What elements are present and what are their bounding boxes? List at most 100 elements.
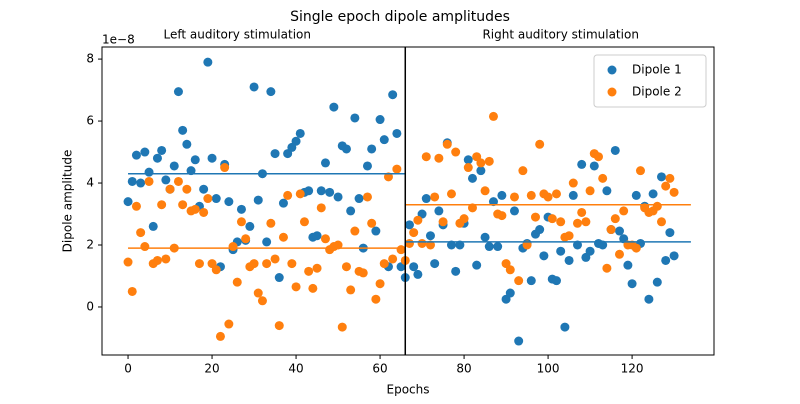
x-tick-label: 100 (537, 362, 560, 376)
point (564, 231, 574, 241)
point (551, 276, 561, 286)
point (480, 186, 490, 196)
point (430, 259, 440, 269)
point (316, 186, 326, 196)
y-tick-label: 8 (86, 52, 94, 66)
point (320, 234, 330, 244)
point (257, 296, 267, 306)
point (215, 331, 225, 341)
point (283, 190, 293, 200)
point (308, 283, 318, 293)
legend-label: Dipole 1 (632, 63, 682, 77)
point (585, 186, 595, 196)
y-tick-label: 6 (86, 114, 94, 128)
point (509, 206, 519, 216)
point (270, 254, 280, 264)
point (614, 249, 624, 259)
point (266, 218, 276, 228)
point (161, 254, 171, 264)
point (291, 136, 301, 146)
point (421, 194, 431, 204)
point (661, 255, 671, 265)
point (480, 232, 490, 242)
point (249, 259, 259, 269)
point (186, 166, 196, 176)
point (425, 240, 435, 250)
point (350, 226, 360, 236)
point (581, 217, 591, 227)
point (266, 87, 276, 97)
point (404, 220, 414, 230)
point (472, 260, 482, 270)
point (274, 321, 284, 331)
point (509, 192, 519, 202)
point (614, 226, 624, 236)
point (375, 115, 385, 125)
point (182, 139, 192, 149)
point (165, 184, 175, 194)
point (304, 266, 314, 276)
point (463, 163, 473, 173)
point (241, 234, 251, 244)
point (131, 150, 141, 160)
point (157, 200, 167, 210)
point (199, 207, 209, 217)
point (598, 173, 608, 183)
point (371, 294, 381, 304)
point (211, 265, 221, 275)
point (304, 186, 314, 196)
point (379, 135, 389, 145)
point (560, 322, 570, 332)
point (157, 145, 167, 155)
point (547, 214, 557, 224)
point (341, 262, 351, 272)
point (623, 260, 633, 270)
point (577, 207, 587, 217)
x-tick-label: 0 (124, 362, 132, 376)
point (367, 144, 377, 154)
legend-label: Dipole 2 (632, 85, 682, 99)
point (253, 288, 263, 298)
point (274, 273, 284, 283)
point (497, 190, 507, 200)
point (413, 269, 423, 279)
point (341, 144, 351, 154)
point (484, 156, 494, 166)
x-tick-label: 60 (372, 362, 387, 376)
y-offset-label: 1e−8 (102, 33, 135, 47)
point (451, 266, 461, 276)
point (136, 178, 146, 188)
point (526, 276, 536, 286)
point (627, 279, 637, 289)
point (514, 336, 524, 346)
point (522, 240, 532, 250)
point (232, 277, 242, 287)
point (144, 167, 154, 177)
point (568, 178, 578, 188)
point (199, 184, 209, 194)
point (136, 228, 146, 238)
point (619, 206, 629, 216)
point (291, 282, 301, 292)
point (388, 90, 398, 100)
point (173, 176, 183, 186)
point (224, 197, 234, 207)
point (430, 192, 440, 202)
point (543, 192, 553, 202)
point (551, 189, 561, 199)
point (362, 192, 372, 202)
point (564, 255, 574, 265)
point (358, 268, 368, 278)
point (131, 201, 141, 211)
point (278, 198, 288, 208)
point (375, 279, 385, 289)
point (539, 251, 549, 261)
y-tick-label: 2 (86, 238, 94, 252)
point (123, 257, 133, 267)
point (404, 238, 414, 248)
point (362, 161, 372, 171)
point (148, 221, 158, 231)
point (434, 153, 444, 163)
point (182, 184, 192, 194)
point (446, 189, 456, 199)
